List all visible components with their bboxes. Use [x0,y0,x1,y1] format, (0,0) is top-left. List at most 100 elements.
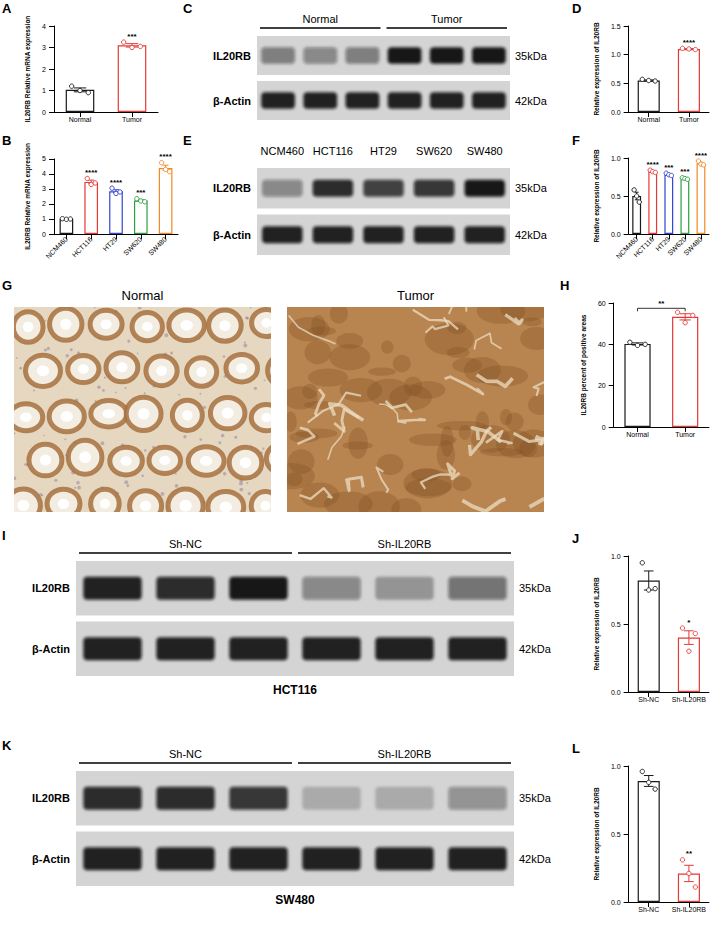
svg-text:***: *** [127,32,137,41]
svg-text:42kDa: 42kDa [519,853,552,865]
svg-text:0.0: 0.0 [611,231,621,238]
svg-text:****: **** [647,160,660,169]
svg-text:NCM460: NCM460 [614,235,640,260]
svg-text:IL20RB percent of positive are: IL20RB percent of positive areas [580,314,588,415]
svg-text:0.0: 0.0 [611,899,621,906]
svg-text:IL20RB: IL20RB [32,582,70,594]
svg-text:5: 5 [42,155,46,162]
svg-text:HT29: HT29 [370,145,397,157]
svg-text:IL20RB: IL20RB [32,792,70,804]
svg-text:NCM460: NCM460 [261,145,304,157]
svg-text:1.0: 1.0 [611,553,621,560]
svg-text:Normal: Normal [122,288,164,303]
svg-text:IL20RB Relative mRNA expressio: IL20RB Relative mRNA expression [24,143,32,250]
svg-text:**: ** [658,299,665,308]
svg-text:β-Actin: β-Actin [213,95,251,107]
svg-text:Relative expression of IL20RB: Relative expression of IL20RB [593,577,601,671]
svg-text:3: 3 [42,185,46,192]
svg-text:****: **** [695,151,708,160]
svg-text:0.5: 0.5 [611,621,621,628]
svg-text:2: 2 [42,200,46,207]
svg-text:β-Actin: β-Actin [32,643,70,655]
svg-text:***: *** [664,163,674,172]
svg-text:SW480: SW480 [682,235,703,256]
svg-text:1.0: 1.0 [611,155,621,162]
svg-text:2: 2 [42,66,46,73]
svg-text:Normal: Normal [637,116,660,123]
svg-text:Tumor: Tumor [431,13,463,25]
svg-text:****: **** [110,178,123,187]
svg-text:4: 4 [42,170,46,177]
svg-text:HCT116: HCT116 [273,683,317,697]
svg-text:Sh-NC: Sh-NC [169,748,202,760]
svg-text:40: 40 [598,341,606,348]
html-text:G: G [2,278,13,293]
svg-text:42kDa: 42kDa [515,229,548,241]
svg-text:35kDa: 35kDa [519,792,552,804]
svg-text:****: **** [683,38,696,47]
svg-text:20: 20 [598,382,606,389]
svg-text:Tumor: Tumor [675,431,696,438]
svg-text:HT29: HT29 [654,235,672,253]
svg-text:Tumor: Tumor [679,116,700,123]
svg-text:1.0: 1.0 [611,51,621,58]
svg-text:IL20RB Relative mRNA expressio: IL20RB Relative mRNA expression [24,16,32,123]
svg-text:**: ** [686,849,693,858]
svg-text:35kDa: 35kDa [519,582,552,594]
svg-text:β-Actin: β-Actin [213,229,251,241]
svg-text:Sh-NC: Sh-NC [638,696,659,703]
svg-text:NCM460: NCM460 [44,235,69,260]
svg-text:0.0: 0.0 [611,689,621,696]
svg-text:1: 1 [42,215,46,222]
svg-text:IL20RB: IL20RB [213,50,251,62]
svg-text:****: **** [85,168,98,177]
svg-text:0.5: 0.5 [611,193,621,200]
svg-text:0.0: 0.0 [611,109,621,116]
svg-text:Normal: Normal [303,13,338,25]
svg-text:Tumor: Tumor [122,116,143,123]
svg-text:HCT116: HCT116 [632,235,655,258]
svg-text:HCT116: HCT116 [313,145,353,157]
svg-text:35kDa: 35kDa [515,182,548,194]
svg-text:SW480: SW480 [467,145,503,157]
svg-text:1: 1 [42,87,46,94]
svg-text:***: *** [680,167,690,176]
svg-text:Relative expression of IL20RB: Relative expression of IL20RB [593,22,601,116]
svg-text:42kDa: 42kDa [515,95,548,107]
svg-text:Sh-NC: Sh-NC [169,538,202,550]
svg-text:SW480: SW480 [275,893,315,907]
svg-text:SW620: SW620 [666,235,688,257]
svg-text:SW620: SW620 [416,145,452,157]
svg-text:***: *** [136,188,146,197]
svg-text:****: **** [159,152,172,161]
svg-text:HT29: HT29 [101,235,118,252]
svg-text:β-Actin: β-Actin [32,853,70,865]
svg-text:0.5: 0.5 [611,80,621,87]
svg-text:Normal: Normal [69,116,92,123]
svg-text:35kDa: 35kDa [515,50,548,62]
svg-text:Sh-IL20RB: Sh-IL20RB [672,696,707,703]
svg-text:42kDa: 42kDa [519,643,552,655]
svg-text:*: * [687,618,691,627]
svg-text:4: 4 [42,23,46,30]
svg-text:Sh-NC: Sh-NC [638,906,659,913]
svg-text:1.0: 1.0 [611,763,621,770]
svg-text:HCT116: HCT116 [71,235,94,258]
svg-text:SW480: SW480 [147,235,168,256]
svg-text:Tumor: Tumor [397,288,435,303]
svg-text:0: 0 [42,231,46,238]
svg-text:1.5: 1.5 [611,23,621,30]
svg-text:Sh-IL20RB: Sh-IL20RB [672,906,707,913]
svg-text:60: 60 [598,300,606,307]
svg-text:0.5: 0.5 [611,831,621,838]
svg-text:Sh-IL20RB: Sh-IL20RB [378,538,432,550]
svg-text:3: 3 [42,44,46,51]
svg-text:Relative expression of IL20RB: Relative expression of IL20RB [593,149,601,243]
svg-text:IL20RB: IL20RB [213,182,251,194]
svg-text:0: 0 [42,109,46,116]
svg-text:Sh-IL20RB: Sh-IL20RB [378,748,432,760]
svg-text:Normal: Normal [626,431,649,438]
svg-text:0: 0 [602,424,606,431]
svg-text:SW620: SW620 [122,235,143,256]
svg-text:Relative expression of IL20RB: Relative expression of IL20RB [593,787,601,881]
